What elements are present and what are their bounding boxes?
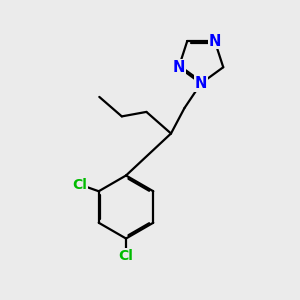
Text: N: N — [172, 60, 185, 75]
Text: Cl: Cl — [73, 178, 88, 192]
Text: N: N — [195, 76, 207, 91]
Text: N: N — [208, 34, 221, 49]
Text: Cl: Cl — [118, 249, 134, 263]
